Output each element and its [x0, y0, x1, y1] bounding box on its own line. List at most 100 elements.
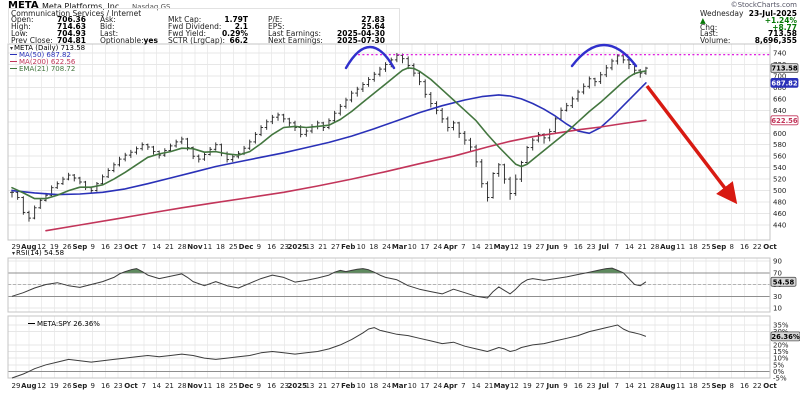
svg-text:16: 16 — [101, 243, 110, 251]
low-label: Low: — [11, 29, 28, 38]
svg-text:24: 24 — [433, 243, 442, 251]
svg-text:Mar: Mar — [392, 243, 408, 251]
svg-text:Jun: Jun — [546, 382, 560, 390]
svg-text:21: 21 — [318, 243, 327, 251]
svg-text:713.58: 713.58 — [771, 65, 797, 73]
svg-text:10: 10 — [773, 305, 782, 313]
dividend-value: 2.1 — [234, 22, 248, 31]
up-triangle-icon: ▲ — [700, 15, 706, 25]
svg-text:540: 540 — [773, 164, 786, 172]
svg-text:22: 22 — [753, 382, 762, 390]
high-value: 714.63 — [57, 22, 86, 31]
date-axes: 2929AugAug121219192626SepSep9916162323Oc… — [12, 243, 778, 390]
svg-text:13: 13 — [305, 243, 314, 251]
svg-text:18: 18 — [216, 382, 225, 390]
weekday: Wednesday — [700, 9, 744, 18]
rsi-series — [11, 267, 647, 299]
svg-text:Sep: Sep — [72, 382, 87, 390]
quote-row: Prev Close: 704.81 Optionable: yes SCTR (L… — [0, 36, 430, 45]
svg-text:16: 16 — [740, 382, 749, 390]
svg-text:10: 10 — [408, 243, 417, 251]
exchange-name: Nasdaq GS — [132, 3, 171, 11]
svg-text:28: 28 — [651, 382, 660, 390]
mktcap-value: 1.79T — [224, 15, 248, 24]
pe-value: 27.83 — [361, 15, 385, 24]
chg-label: Chg: — [700, 22, 718, 32]
svg-text:11: 11 — [676, 243, 685, 251]
annotations — [344, 43, 770, 205]
svg-text:24: 24 — [433, 382, 442, 390]
svg-text:9: 9 — [257, 382, 261, 390]
ma200-line — [45, 119, 647, 232]
svg-text:30: 30 — [773, 293, 782, 301]
svg-text:640: 640 — [773, 107, 786, 115]
svg-text:21: 21 — [318, 382, 327, 390]
svg-text:Jun: Jun — [546, 243, 560, 251]
svg-text:11: 11 — [203, 382, 212, 390]
yield-label: Fwd Yield: — [168, 29, 206, 38]
yield-value: 0.29% — [221, 29, 248, 38]
prevclose-label: Prev Close: — [11, 36, 53, 45]
svg-text:28: 28 — [178, 382, 187, 390]
svg-text:Dec: Dec — [239, 243, 254, 251]
svg-text:7: 7 — [614, 243, 618, 251]
svg-text:9: 9 — [257, 243, 261, 251]
svg-text:8: 8 — [729, 243, 733, 251]
price-badges: 687.82 622.56 713.58 54.58 26.36% — [770, 63, 800, 342]
ema21-line — [11, 67, 647, 200]
svg-text:90: 90 — [773, 258, 782, 266]
sector-industry: Communication Services / Internet — [11, 9, 142, 18]
svg-text:Sep: Sep — [72, 243, 87, 251]
svg-text:25: 25 — [702, 243, 711, 251]
main-chart-legend: ▾META (Daily) 713.58 MA(50) 687.82 MA(20… — [10, 45, 85, 73]
svg-text:23: 23 — [114, 243, 123, 251]
svg-text:520: 520 — [773, 176, 786, 184]
svg-text:18: 18 — [369, 382, 378, 390]
svg-text:16: 16 — [740, 243, 749, 251]
svg-text:9: 9 — [563, 382, 567, 390]
svg-text:7: 7 — [142, 243, 146, 251]
svg-text:29: 29 — [12, 243, 21, 251]
svg-text:19: 19 — [50, 243, 59, 251]
svg-text:660: 660 — [773, 95, 786, 103]
svg-text:16: 16 — [101, 382, 110, 390]
svg-text:14: 14 — [625, 243, 634, 251]
svg-text:Apr: Apr — [444, 243, 458, 251]
svg-text:Apr: Apr — [444, 382, 458, 390]
ema21-line-sample — [10, 68, 17, 69]
svg-text:26.36%: 26.36% — [771, 333, 799, 341]
svg-text:23: 23 — [280, 243, 289, 251]
svg-text:Sep: Sep — [711, 382, 726, 390]
quote-box — [8, 8, 400, 44]
svg-text:18: 18 — [689, 382, 698, 390]
svg-text:12: 12 — [37, 243, 46, 251]
svg-text:Nov: Nov — [187, 382, 203, 390]
ma50-line — [11, 82, 647, 196]
svg-text:21: 21 — [165, 243, 174, 251]
svg-text:10: 10 — [357, 382, 366, 390]
svg-text:14: 14 — [152, 382, 161, 390]
legend-ratio: META:SPY 26.36% — [28, 321, 100, 328]
svg-text:Aug: Aug — [21, 382, 36, 390]
svg-text:Oct: Oct — [763, 243, 777, 251]
svg-text:11: 11 — [203, 243, 212, 251]
svg-text:Aug: Aug — [21, 243, 36, 251]
svg-text:9: 9 — [90, 243, 94, 251]
svg-text:9: 9 — [90, 382, 94, 390]
svg-text:Aug: Aug — [660, 243, 675, 251]
svg-text:19: 19 — [50, 382, 59, 390]
svg-text:27: 27 — [536, 382, 545, 390]
svg-text:14: 14 — [472, 243, 481, 251]
svg-text:17: 17 — [421, 243, 430, 251]
optionable-value: yes — [143, 36, 158, 45]
legend-ma200: MA(200) 622.56 — [10, 59, 85, 66]
svg-text:21: 21 — [638, 243, 647, 251]
ratio-line-sample — [28, 323, 35, 324]
sctr-label: SCTR (LrgCap): — [168, 36, 226, 45]
svg-text:Jul: Jul — [598, 382, 609, 390]
svg-text:0%: 0% — [773, 368, 784, 376]
next-earnings-label: Next Earnings: — [268, 36, 323, 45]
ma50-line-sample — [10, 54, 17, 55]
legend-caret-icon: ▾ — [10, 45, 14, 52]
